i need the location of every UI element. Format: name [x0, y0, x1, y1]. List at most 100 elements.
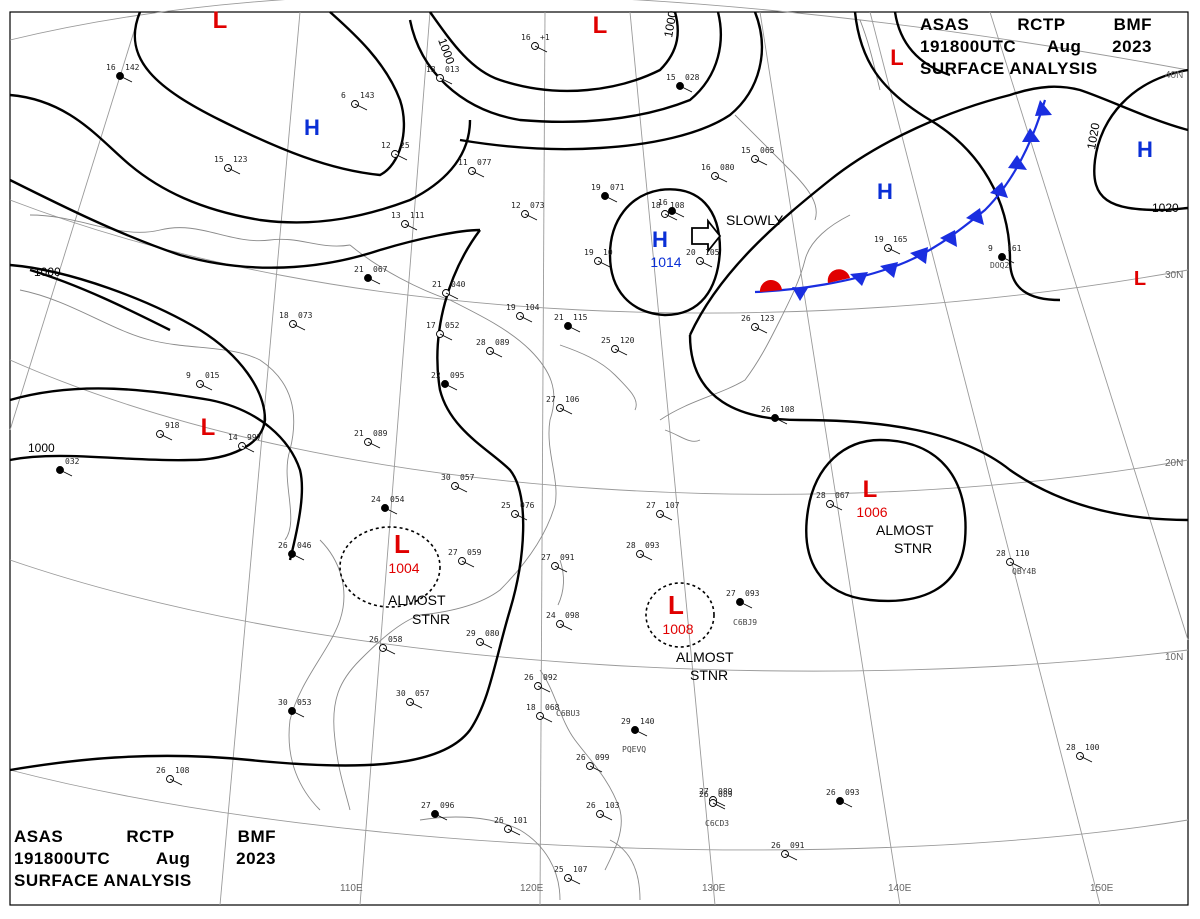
wind-barb-icon [454, 485, 468, 493]
wind-barb-icon [479, 641, 493, 649]
station-plot: 24 098 [546, 611, 580, 631]
coast-taiwan [557, 559, 564, 606]
station-pressure: 140 [640, 717, 655, 726]
stnr-label-line1: ALMOST [388, 592, 446, 608]
station-plot: 27 059 [448, 548, 482, 568]
station-temperature: 26 [761, 405, 771, 414]
station-temperature: 17 [426, 321, 436, 330]
ship-id-label: C6CD3 [705, 819, 729, 828]
station-plot: 27 091 [541, 553, 575, 573]
coast-china [333, 244, 557, 811]
station-temperature: 28 [996, 549, 1006, 558]
station-pressure: 067 [373, 265, 388, 274]
wind-barb-icon [1001, 256, 1015, 264]
station-temperature: 26 [369, 635, 379, 644]
header-product: SURFACE ANALYSIS [920, 59, 1098, 78]
coast-hokkaido [734, 114, 817, 221]
station-pressure: 161 [1007, 244, 1022, 253]
station-temperature: 12 [511, 201, 521, 210]
wind-barb-icon [754, 326, 768, 334]
station-pressure: 068 [545, 703, 560, 712]
wind-barb-icon [444, 383, 458, 391]
station-plot: 30 057 [441, 473, 475, 493]
wind-barb-icon [507, 828, 521, 836]
wind-barb-icon [537, 685, 551, 693]
station-pressure: 099 [595, 753, 610, 762]
wind-barb-icon [471, 170, 485, 178]
station-pressure: 918 [165, 421, 180, 430]
isobar-north-1000 [429, 11, 679, 93]
warm-front-semicircle [759, 279, 782, 292]
wind-barb-icon [754, 158, 768, 166]
coast-kyushu [664, 429, 701, 442]
station-temperature: 9 [186, 371, 191, 380]
station-plot: 19 165 [874, 235, 908, 255]
station-pressure: 101 [513, 816, 528, 825]
header-office: BMF [1113, 15, 1152, 34]
station-temperature: 25 [501, 501, 511, 510]
lon-line-110e-b [359, 11, 431, 906]
station-pressure: 080 [485, 629, 500, 638]
station-temperature: 26 [771, 841, 781, 850]
station-pressure: 091 [560, 553, 575, 562]
station-temperature: 27 [421, 801, 431, 810]
header-station: ASAS [14, 827, 64, 846]
station-temperature: 19 [874, 235, 884, 244]
station-plot: 28 110 [996, 549, 1030, 569]
low-pressure-marker: L [890, 45, 903, 70]
wind-barb-icon [514, 513, 528, 521]
isobar-h1014 [608, 188, 722, 317]
ship-id-label: PQEVQ [622, 745, 646, 754]
station-plot: 16 [658, 198, 685, 218]
station-pressure: 065 [760, 146, 775, 155]
low-1008-dashed [645, 582, 715, 648]
isobar-label: 1000 [661, 9, 679, 38]
station-temperature: 15 [666, 73, 676, 82]
station-plot: 19 071 [591, 183, 625, 203]
wind-barb-icon [839, 800, 853, 808]
station-temperature: 27 [699, 787, 709, 796]
lon-line-140e [759, 11, 901, 906]
station-pressure: 142 [125, 63, 140, 72]
station-temperature: 12 [381, 141, 391, 150]
station-temperature: 13 [391, 211, 401, 220]
station-pressure: 25 [400, 141, 410, 150]
station-temperature: 14 [228, 433, 238, 442]
isobar-1020-east [1093, 68, 1189, 212]
motion-label: SLOWLY [726, 212, 784, 228]
coast-sulawesi [609, 839, 641, 901]
station-pressure: 080 [720, 163, 735, 172]
coast-korea [559, 344, 637, 411]
station-temperature: 21 [354, 265, 364, 274]
lat-line-0 [9, 769, 1189, 851]
station-pressure: 104 [525, 303, 540, 312]
map-frame [9, 11, 1189, 906]
station-pressure: 089 [718, 787, 733, 796]
station-plot: 20 105 [686, 248, 720, 268]
station-temperature: 29 [466, 629, 476, 638]
pressure-value-label: 1006 [856, 504, 887, 520]
station-plot: 27 107 [646, 501, 680, 521]
station-plot: 15 028 [666, 73, 700, 93]
station-temperature: 19 [584, 248, 594, 257]
warm-front-semicircle [827, 269, 850, 283]
station-pressure: 108 [780, 405, 795, 414]
station-plot: 27 093 [726, 589, 760, 609]
station-plot: 24 054 [371, 495, 405, 515]
station-plot: 9 161 [988, 244, 1022, 264]
station-plot: 12 073 [511, 201, 545, 221]
station-pressure: 091 [790, 841, 805, 850]
wind-barb-icon [559, 623, 573, 631]
low-pressure-marker: L [863, 476, 878, 503]
station-pressure: 093 [645, 541, 660, 550]
station-temperature: 16 [521, 33, 531, 42]
station-plot: 28 089 [476, 338, 510, 358]
ship-id-label: QBY4B [1012, 567, 1036, 576]
isobar-ne-small [893, 11, 951, 77]
station-plot: 26 093 [826, 788, 860, 808]
coast-philippines [539, 669, 622, 871]
coast-west-asia [19, 214, 351, 541]
station-plot: 19 104 [506, 303, 540, 323]
